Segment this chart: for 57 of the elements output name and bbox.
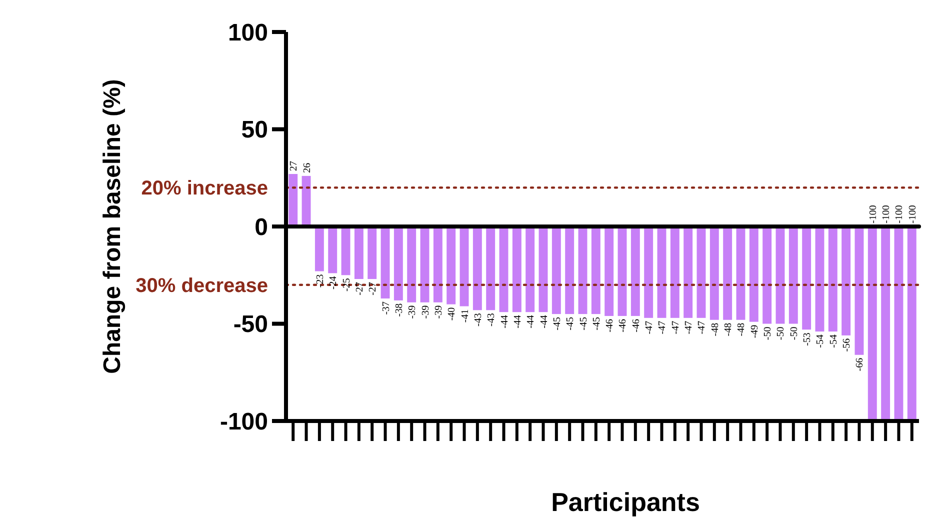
data-label: -39 xyxy=(407,305,418,319)
data-label: -46 xyxy=(618,318,629,332)
data-label: -48 xyxy=(723,322,734,336)
y-tick-label: 0 xyxy=(254,214,268,241)
data-label: -45 xyxy=(552,317,563,330)
data-label: -46 xyxy=(604,318,616,332)
data-label: -44 xyxy=(512,315,524,328)
data-label: -100 xyxy=(881,205,892,224)
ref-line-label: 20% increase xyxy=(141,178,268,200)
data-label: -43 xyxy=(486,313,498,326)
data-label: -66 xyxy=(854,358,866,372)
data-label: -27 xyxy=(368,282,379,296)
data-label: -45 xyxy=(578,317,590,330)
data-label: 26 xyxy=(302,162,313,173)
data-label: -100 xyxy=(868,205,879,224)
data-label: -43 xyxy=(472,313,484,326)
data-label: -40 xyxy=(446,307,458,321)
data-label: -50 xyxy=(788,326,800,340)
data-label: -100 xyxy=(907,205,918,224)
data-label: -41 xyxy=(460,309,471,323)
data-label: -44 xyxy=(526,315,537,328)
data-label: -39 xyxy=(420,305,432,319)
data-label: -47 xyxy=(670,320,682,334)
x-axis-title: Participants xyxy=(551,487,700,517)
y-tick-label: -100 xyxy=(220,408,268,436)
data-label: -47 xyxy=(684,320,695,334)
data-label: -49 xyxy=(749,324,760,338)
y-tick-label: 50 xyxy=(241,116,268,144)
data-label: -23 xyxy=(314,274,326,288)
data-label: -47 xyxy=(657,320,668,334)
data-label: -56 xyxy=(842,338,853,352)
y-axis-title: Change from baseline (%) xyxy=(99,79,126,374)
data-label: -48 xyxy=(710,322,721,336)
data-label: -50 xyxy=(776,326,787,340)
data-label: -39 xyxy=(433,305,444,319)
data-label: -45 xyxy=(591,317,602,330)
data-label: -54 xyxy=(828,334,840,348)
data-label: -44 xyxy=(538,315,550,328)
data-label: -38 xyxy=(394,303,405,317)
data-label: -46 xyxy=(630,318,642,332)
data-label: -24 xyxy=(328,276,340,290)
data-label: -37 xyxy=(380,301,392,315)
data-label: -47 xyxy=(696,320,708,334)
data-label: -45 xyxy=(565,317,576,330)
ref-line-label: 30% decrease xyxy=(136,274,268,297)
data-label: -47 xyxy=(644,320,656,334)
data-label: -27 xyxy=(354,282,366,296)
data-label: -54 xyxy=(815,334,826,348)
data-label: -25 xyxy=(341,278,352,292)
data-label: 27 xyxy=(288,160,300,171)
data-label: -100 xyxy=(894,205,906,224)
data-label: -50 xyxy=(762,326,774,340)
data-label: -48 xyxy=(736,322,748,336)
data-label: -53 xyxy=(802,332,814,346)
y-tick-label: 100 xyxy=(228,19,268,46)
data-label: -44 xyxy=(499,315,510,328)
y-tick-label: -50 xyxy=(233,311,268,338)
